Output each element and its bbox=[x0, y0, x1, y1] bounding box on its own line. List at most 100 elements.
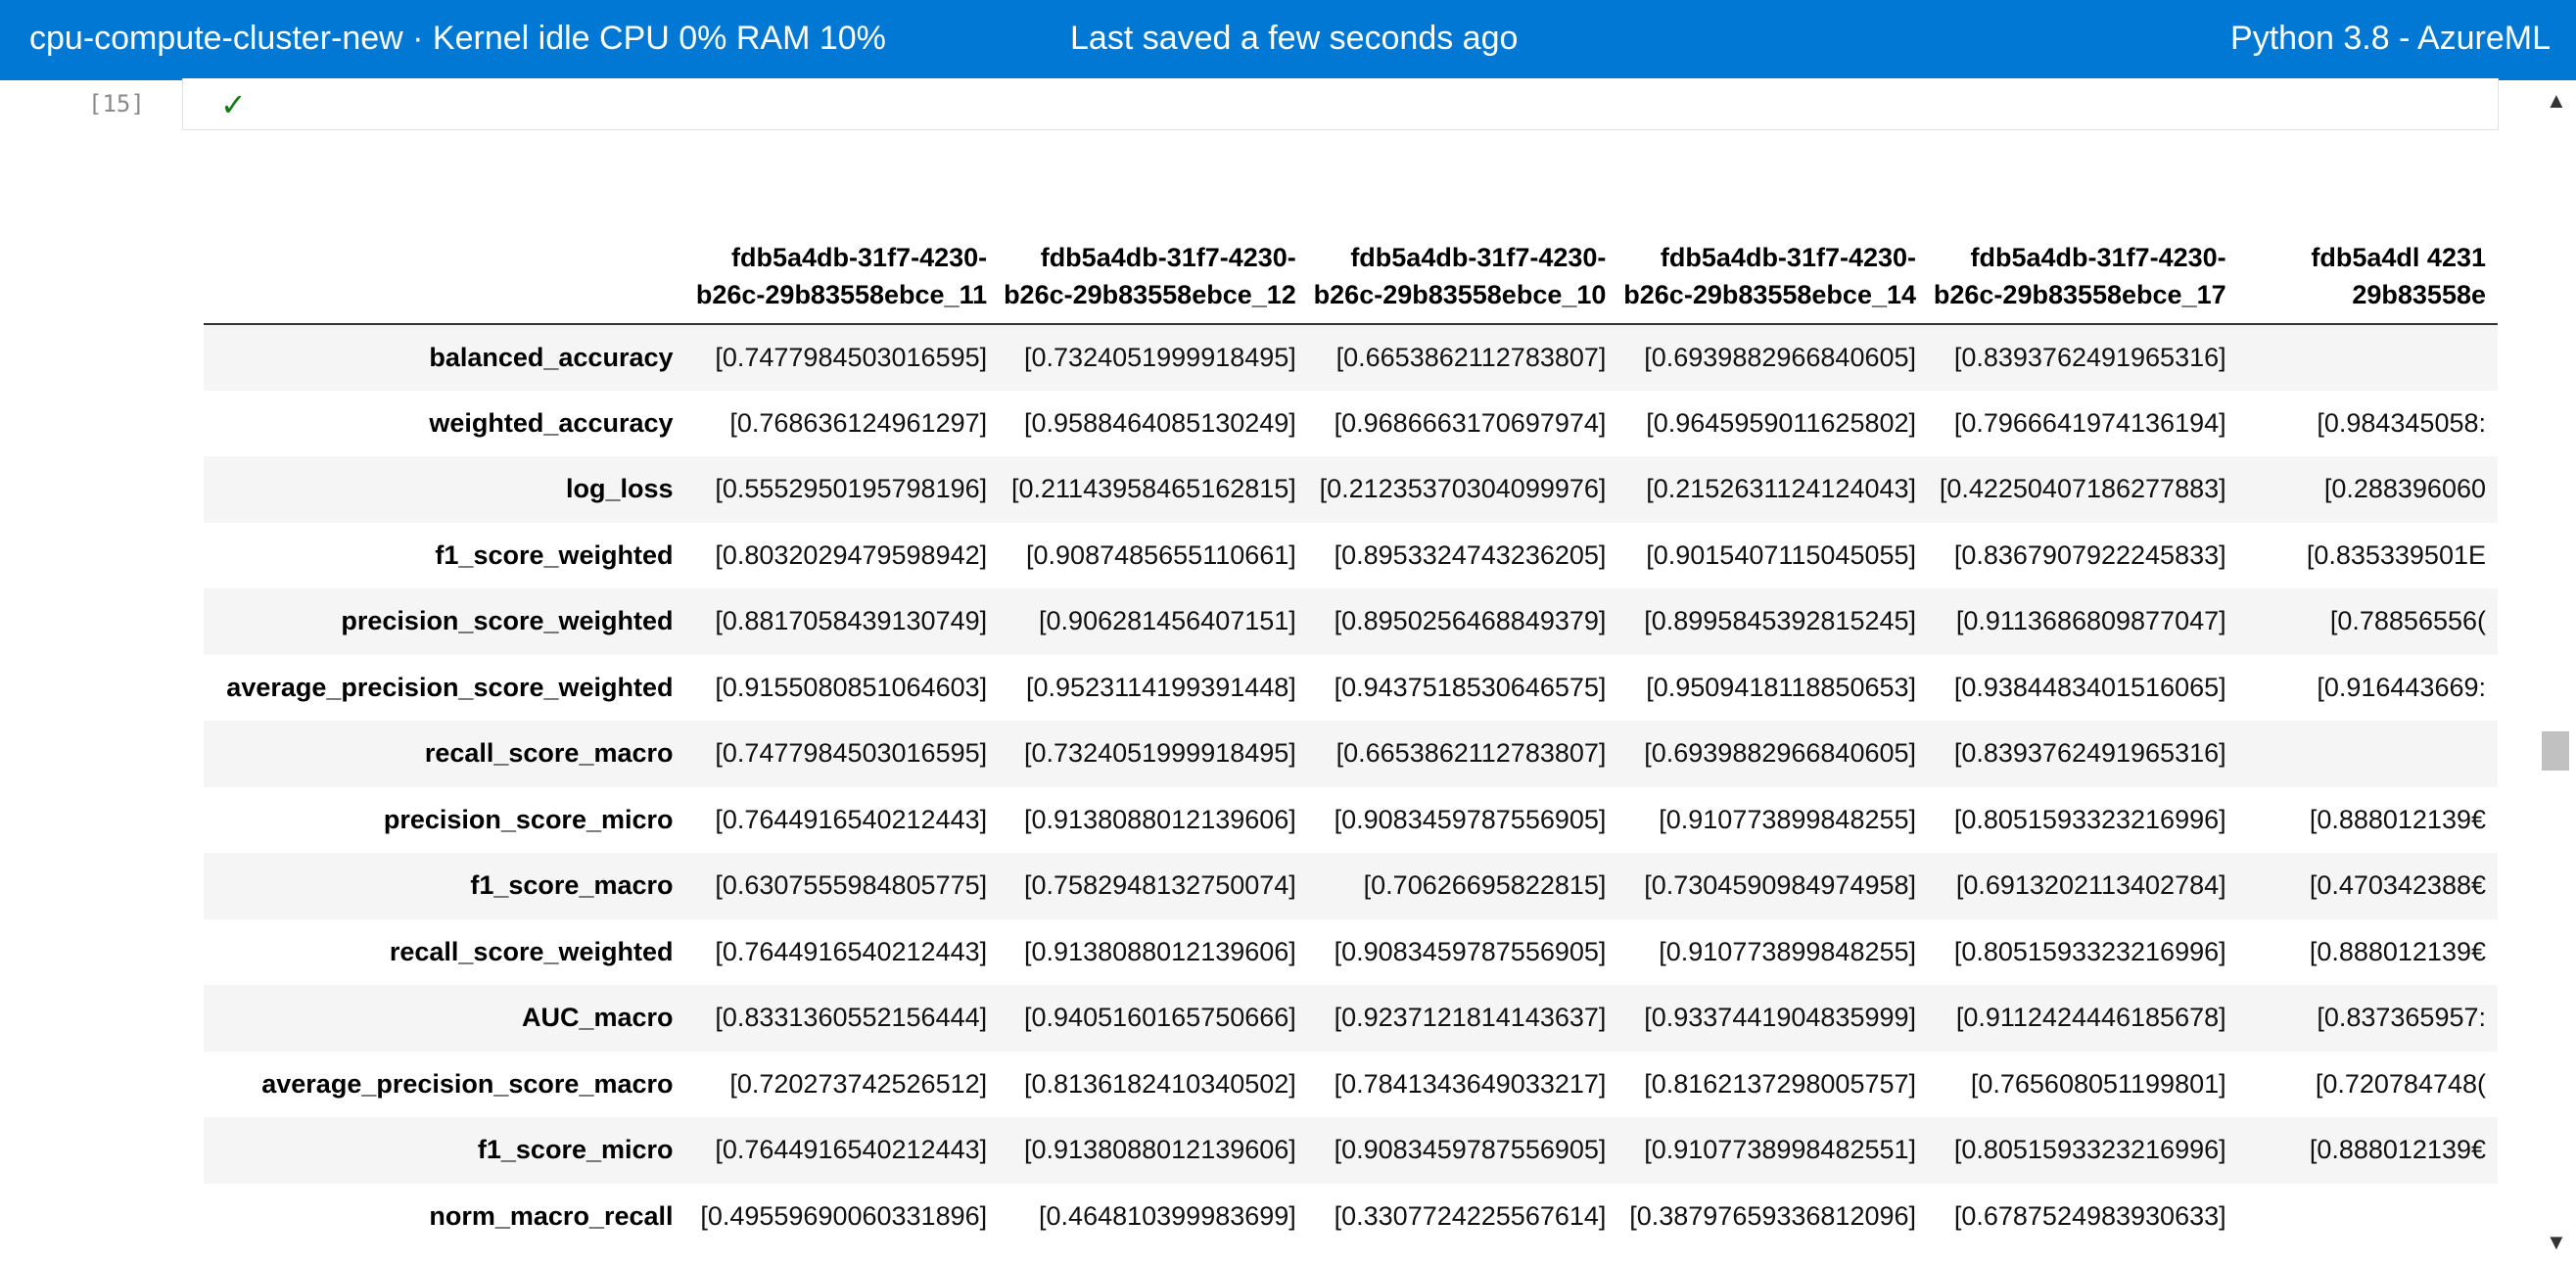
table-cell: [0.768636124961297] bbox=[729, 407, 988, 438]
table-row: f1_score_micro [0.7644916540212443] [0.913… bbox=[204, 1117, 2498, 1184]
column-header: fdb5a4db-31f7-4230-b26c-29b83558ebce_10 bbox=[1307, 186, 1618, 325]
table-cell: [0.910773899848255] bbox=[1659, 804, 1917, 834]
table-cell: [0.9509418118850653] bbox=[1646, 672, 1917, 702]
table-cell: [0.9588464085130249] bbox=[1024, 407, 1296, 438]
table-cell: [0.8393762491965316] bbox=[1953, 342, 2226, 372]
column-header: fdb5a4db-31f7-4230-b26c-29b83558ebce_11 bbox=[688, 186, 1000, 325]
table-cell bbox=[2238, 324, 2498, 391]
save-status: Last saved a few seconds ago bbox=[1070, 20, 1519, 57]
table-cell: [0.7324051999918495] bbox=[1024, 738, 1296, 769]
table-cell: [0.288396060 bbox=[2323, 474, 2486, 504]
table-cell: [0.9337441904835999] bbox=[1644, 1003, 1917, 1033]
column-header: fdb5a4db-31f7-4230-b26c-29b83558ebce_14 bbox=[1617, 186, 1929, 325]
notebook-status-bar: cpu-compute-cluster-new · Kernel idle CP… bbox=[0, 0, 2576, 80]
table-row: average_precision_score_weighted [0.91550… bbox=[204, 655, 2498, 722]
row-label: balanced_accuracy bbox=[429, 342, 674, 372]
table-cell: [0.720273742526512] bbox=[729, 1068, 988, 1099]
table-cell: [0.7582948132750074] bbox=[1024, 870, 1296, 901]
vertical-scrollbar[interactable]: ▲ ▼ bbox=[2536, 80, 2576, 1265]
table-cell: [0.888012139€ bbox=[2309, 804, 2486, 834]
table-row: log_loss [0.5552950195798196] [0.211439584… bbox=[204, 456, 2498, 523]
compute-status[interactable]: cpu-compute-cluster-new · Kernel idle CP… bbox=[29, 20, 886, 57]
row-label: average_precision_score_weighted bbox=[226, 672, 674, 702]
table-cell: [0.9437518530646575] bbox=[1334, 672, 1607, 702]
table-row: weighted_accuracy [0.768636124961297] [0.9… bbox=[204, 391, 2498, 457]
table-cell: [0.6653862112783807] bbox=[1335, 342, 1607, 372]
row-label: f1_score_micro bbox=[477, 1135, 674, 1165]
table-cell: [0.6653862112783807] bbox=[1335, 738, 1607, 769]
table-cell: [0.8953324743236205] bbox=[1334, 539, 1607, 570]
chevron-down-icon[interactable]: ▼ bbox=[2546, 1230, 2567, 1254]
table-cell: [0.8393762491965316] bbox=[1953, 738, 2226, 769]
scrollbar-thumb[interactable] bbox=[2542, 731, 2569, 771]
table-cell: [0.38797659336812096] bbox=[1629, 1200, 1917, 1231]
column-header: fdb5a4db-31f7-4230-b26c-29b83558ebce_17 bbox=[1928, 186, 2238, 325]
code-cell[interactable]: ✓ bbox=[182, 78, 2499, 130]
row-label: recall_score_macro bbox=[424, 738, 674, 769]
table-cell: [0.720784748( bbox=[2315, 1068, 2486, 1099]
table-cell: [0.9155080851064603] bbox=[715, 672, 988, 702]
table-cell: [0.835339501E bbox=[2306, 539, 2486, 570]
table-row: norm_macro_recall [0.49559690060331896] [0… bbox=[204, 1184, 2498, 1250]
table-row: recall_score_weighted [0.7644916540212443… bbox=[204, 919, 2498, 986]
table-cell: [0.8817058439130749] bbox=[715, 606, 988, 636]
table-cell: [0.9645959011625802] bbox=[1646, 407, 1917, 438]
table-cell: [0.8995845392815245] bbox=[1644, 606, 1917, 636]
checkmark-icon: ✓ bbox=[220, 87, 247, 122]
table-cell: [0.9384483401516065] bbox=[1953, 672, 2226, 702]
table-cell: [0.7477984503016595] bbox=[715, 738, 988, 769]
table-cell: [0.9138088012139606] bbox=[1024, 804, 1296, 834]
table-row: precision_score_weighted [0.8817058439130… bbox=[204, 588, 2498, 655]
table-cell: [0.78856556( bbox=[2329, 606, 2486, 636]
table-cell: [0.7324051999918495] bbox=[1024, 342, 1296, 372]
table-cell: [0.8032029479598942] bbox=[715, 539, 988, 570]
table-cell: [0.9113686809877047] bbox=[1955, 606, 2226, 636]
table-row: f1_score_macro [0.6307555984805775] [0.758… bbox=[204, 853, 2498, 919]
table-cell: [0.8950256468849379] bbox=[1334, 606, 1607, 636]
table-cell: [0.6913202113402784] bbox=[1955, 870, 2226, 901]
table-header-row: fdb5a4db-31f7-4230-b26c-29b83558ebce_11 f… bbox=[204, 186, 2498, 325]
table-cell: [0.9138088012139606] bbox=[1024, 1135, 1296, 1165]
cell-execution-count: [15] bbox=[88, 90, 145, 117]
table-cell bbox=[2238, 1184, 2498, 1250]
column-header: fdb5a4db-31f7-4230-b26c-29b83558ebce_12 bbox=[999, 186, 1308, 325]
row-label: norm_macro_recall bbox=[429, 1200, 674, 1231]
table-cell: [0.916443669: bbox=[2317, 672, 2486, 702]
table-cell: [0.8051593323216996] bbox=[1953, 804, 2226, 834]
row-label: weighted_accuracy bbox=[429, 407, 674, 438]
table-cell: [0.7644916540212443] bbox=[715, 804, 988, 834]
row-label: log_loss bbox=[565, 474, 674, 504]
row-label: precision_score_micro bbox=[383, 804, 674, 834]
table-row: f1_score_weighted [0.8032029479598942] [0.… bbox=[204, 523, 2498, 589]
table-cell: [0.21235370304099976] bbox=[1319, 474, 1607, 504]
table-cell: [0.9237121814143637] bbox=[1334, 1003, 1607, 1033]
table-cell: [0.9107738998482551] bbox=[1644, 1135, 1917, 1165]
chevron-up-icon[interactable]: ▲ bbox=[2546, 88, 2567, 113]
column-header: fdb5a4dl 4231 29b83558e bbox=[2237, 186, 2498, 325]
table-cell: [0.8051593323216996] bbox=[1953, 1135, 2226, 1165]
kernel-selector[interactable]: Python 3.8 - AzureML bbox=[2230, 20, 2551, 57]
table-cell: [0.2152631124124043] bbox=[1646, 474, 1917, 504]
table-row: precision_score_micro [0.7644916540212443… bbox=[204, 787, 2498, 854]
row-label: f1_score_macro bbox=[470, 870, 674, 901]
table-cell: [0.837365957: bbox=[2317, 1003, 2486, 1033]
table-cell: [0.9405160165750666] bbox=[1024, 1003, 1296, 1033]
table-cell: [0.9087485655110661] bbox=[1026, 539, 1296, 570]
table-cell: [0.470342388€ bbox=[2309, 870, 2486, 901]
table-cell: [0.7644916540212443] bbox=[715, 936, 988, 966]
table-cell: [0.8331360552156444] bbox=[715, 1003, 988, 1033]
row-label: average_precision_score_macro bbox=[261, 1068, 674, 1099]
table-cell: [0.906281456407151] bbox=[1039, 606, 1296, 636]
table-cell: [0.8162137298005757] bbox=[1644, 1068, 1917, 1099]
row-label: recall_score_weighted bbox=[389, 936, 674, 966]
table-cell: [0.7644916540212443] bbox=[715, 1135, 988, 1165]
table-cell: [0.7966641974136194] bbox=[1953, 407, 2226, 438]
table-row: recall_score_macro [0.7477984503016595] [0… bbox=[204, 721, 2498, 787]
table-cell: [0.9083459787556905] bbox=[1334, 1135, 1607, 1165]
table-cell: [0.888012139€ bbox=[2309, 1135, 2486, 1165]
table-body: balanced_accuracy [0.7477984503016595] [0.… bbox=[204, 324, 2498, 1249]
row-label: f1_score_weighted bbox=[435, 539, 674, 570]
row-label: precision_score_weighted bbox=[341, 606, 674, 636]
table-cell: [0.8136182410340502] bbox=[1024, 1068, 1296, 1099]
table-cell: [0.9523114199391448] bbox=[1026, 672, 1296, 702]
